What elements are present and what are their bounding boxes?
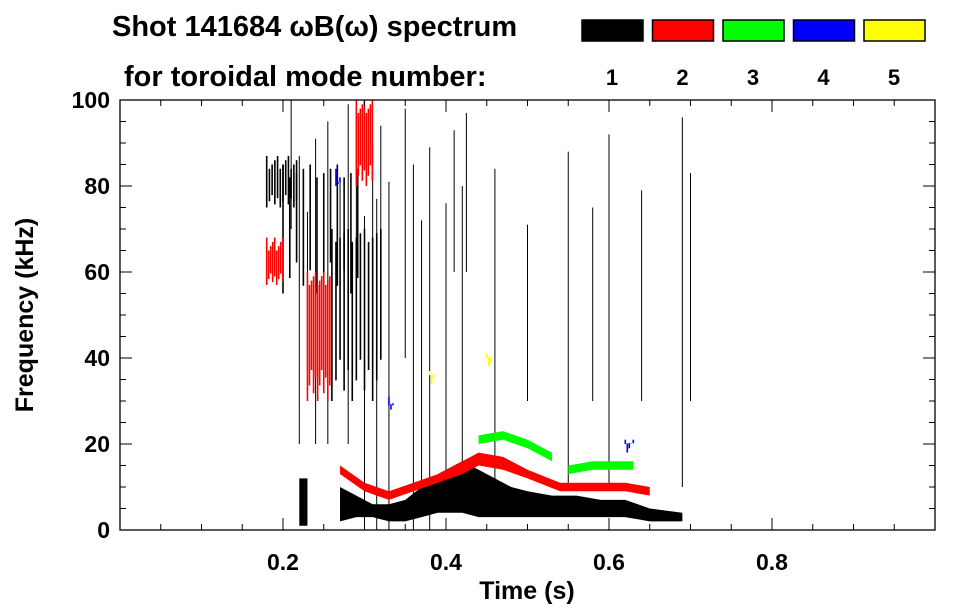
- y-tick-label: 40: [84, 345, 110, 371]
- mode-2-band-0: [340, 452, 650, 500]
- y-tick-label: 80: [84, 173, 110, 199]
- x-tick-label: 0.8: [756, 549, 788, 575]
- legend-swatch-4: [792, 19, 856, 42]
- legend-label-5: 5: [888, 65, 900, 90]
- legend-label-2: 2: [676, 65, 688, 90]
- legend-label-1: 1: [606, 65, 618, 90]
- x-tick-label: 0.6: [593, 549, 625, 575]
- legend-swatch-3: [722, 19, 785, 42]
- x-tick-label: 0.4: [430, 549, 462, 575]
- legend-swatch-1: [581, 19, 644, 42]
- legend-swatch-5: [863, 19, 926, 42]
- title-line2: for toroidal mode number:: [124, 61, 487, 93]
- plot-data: [265, 100, 691, 530]
- y-axis-label: Frequency (kHz): [11, 218, 39, 412]
- legend-label-4: 4: [817, 65, 830, 90]
- y-tick-label: 60: [84, 259, 110, 285]
- mode-1-band-1: [299, 478, 308, 526]
- legend: 1 2 3 4 5: [581, 19, 926, 90]
- mode-1-band-0: [340, 461, 683, 522]
- x-axis-label: Time (s): [479, 577, 574, 605]
- legend-label-3: 3: [747, 65, 759, 90]
- title-line1: Shot 141684 ωB(ω) spectrum: [112, 11, 517, 43]
- mode-3-band-0: [478, 431, 552, 462]
- x-axis: 0.2 0.4 0.6 0.8: [119, 100, 936, 575]
- y-axis: 0 20 40 60 80 100: [72, 87, 935, 543]
- legend-swatch-2: [651, 19, 715, 42]
- y-tick-label: 20: [84, 431, 110, 457]
- y-tick-label: 0: [97, 517, 110, 543]
- mode-3-band-1: [568, 461, 634, 475]
- y-tick-label: 100: [72, 87, 110, 113]
- x-tick-label: 0.2: [267, 549, 299, 575]
